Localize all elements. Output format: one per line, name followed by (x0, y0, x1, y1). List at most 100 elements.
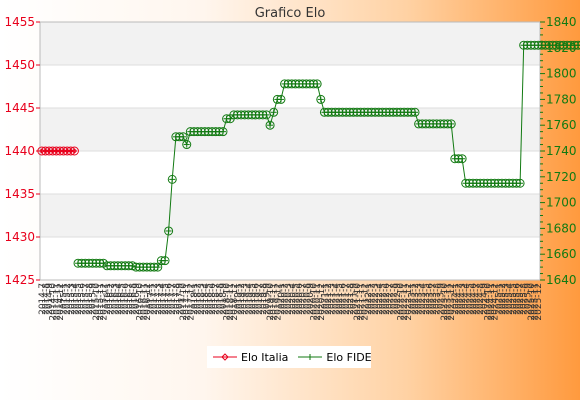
x-tick-label: 2023-4 (418, 283, 428, 315)
x-tick-label: 2021-12 (360, 283, 370, 321)
x-tick-label: 2025-4 (505, 283, 515, 315)
point-marker (51, 146, 61, 156)
x-tick-label: 2014-11 (52, 283, 62, 321)
legend-item-elo-fide: Elo FIDE (298, 350, 372, 364)
x-tick-label: 2025-12 (534, 283, 544, 321)
x-tick-label: 2016-4 (114, 283, 124, 315)
x-tick-label: 2017-3 (154, 283, 164, 315)
x-tick-label: 2019-6 (252, 283, 262, 315)
x-tick-label: 2019-4 (244, 283, 254, 315)
point-marker (573, 40, 580, 50)
x-tick-label: 2024-8 (476, 283, 486, 315)
point-marker (164, 226, 174, 236)
data-point-elo-fide (167, 174, 177, 184)
y-right-tick-label: 1760 (546, 118, 577, 132)
x-tick-label: 2025-3 (502, 283, 512, 315)
x-tick-label: 2014-7 (38, 283, 48, 315)
data-point-elo-fide (178, 132, 188, 142)
x-tick-label: 2014-9 (45, 283, 55, 315)
legend-swatch-elo-fide (298, 354, 323, 360)
x-tick-label: 2015-6 (78, 283, 88, 315)
x-tick-label: 2021-9 (349, 283, 359, 315)
data-point-elo-fide (410, 107, 420, 117)
point-marker (269, 107, 279, 117)
x-tick-label: 2018-11 (226, 283, 236, 321)
x-tick-label: 2016-3 (110, 283, 120, 315)
x-tick-label: 2020-1 (277, 283, 287, 315)
x-tick-label: 2018-8 (215, 283, 225, 315)
x-tick-label: 2023-7 (429, 283, 439, 315)
x-tick-label: 2021-5 (335, 283, 345, 315)
x-tick-label: 2015-12 (99, 283, 109, 321)
x-tick-label: 2023-3 (415, 283, 425, 315)
point-marker (44, 146, 54, 156)
x-tick-label: 2022-1 (364, 283, 374, 315)
y-left-tick-label: 1430 (4, 230, 35, 244)
x-tick-label: 2023-8 (433, 283, 443, 315)
x-tick-label: 2015-5 (74, 283, 84, 315)
x-tick-label: 2023-1 (407, 283, 417, 315)
x-tick-label: 2020-11 (313, 283, 323, 321)
x-tick-label: 2021-10 (353, 283, 363, 321)
x-tick-label: 2024-9 (480, 283, 490, 315)
x-tick-label: 2019-3 (241, 283, 251, 315)
y-right-tick-label: 1820 (546, 41, 577, 55)
point-marker (167, 174, 177, 184)
x-tick-label: 2024-3 (458, 283, 468, 315)
x-tick-label: 2016-2 (107, 283, 117, 315)
x-tick-label: 2024-4 (462, 283, 472, 315)
x-tick-label: 2017-7 (168, 283, 178, 315)
y-right-tick-label: 1660 (546, 247, 577, 261)
x-tick-label: 2024-6 (469, 283, 479, 315)
x-tick-label: 2018-9 (219, 283, 229, 315)
data-point-elo-fide (269, 107, 279, 117)
x-tick-label: 2018-5 (204, 283, 214, 315)
x-tick-label: 2016-12 (143, 283, 153, 321)
x-tick-label: 2020-4 (288, 283, 298, 315)
point-marker (69, 146, 79, 156)
legend-label-elo-italia: Elo Italia (241, 350, 289, 364)
point-marker (276, 94, 286, 104)
x-tick-label: 2020-3 (284, 283, 294, 315)
x-tick-label: 2024-12 (491, 283, 501, 321)
x-tick-label: 2018-2 (194, 283, 204, 315)
data-point-elo-fide (164, 226, 174, 236)
x-tick-label: 2022-8 (389, 283, 399, 315)
x-tick-label: 2020-5 (291, 283, 301, 315)
x-tick-label: 2024-10 (483, 283, 493, 321)
point-marker (37, 146, 47, 156)
x-tick-label: 2017-6 (165, 283, 175, 315)
point-marker (446, 119, 456, 129)
x-tick-label: 2017-2 (150, 283, 160, 315)
x-tick-label: 2022-6 (382, 283, 392, 315)
x-tick-label: 2025-10 (527, 283, 537, 321)
x-tick-label: 2015-11 (96, 283, 106, 321)
x-tick-label: 2018-1 (190, 283, 200, 315)
x-tick-label: 2019-9 (262, 283, 272, 315)
x-tick-label: 2020-9 (306, 283, 316, 315)
x-tick-label: 2019-10 (266, 283, 276, 321)
x-tick-label: 2015-7 (81, 283, 91, 315)
y-right-tick-label: 1740 (546, 144, 577, 158)
x-tick-label: 2022-2 (368, 283, 378, 315)
data-point-elo-fide (446, 119, 456, 129)
y-right-tick-label: 1780 (546, 92, 577, 106)
x-tick-label: 2024-2 (454, 283, 464, 315)
point-marker (182, 140, 192, 150)
y-left-tick-label: 1425 (4, 273, 35, 287)
x-tick-label: 2017-9 (175, 283, 185, 315)
x-tick-label: 2021-4 (331, 283, 341, 315)
x-tick-label: 2022-3 (371, 283, 381, 315)
data-point-elo-fide (457, 154, 467, 164)
point-marker (218, 127, 228, 137)
x-tick-label: 2018-4 (201, 283, 211, 315)
x-tick-label: 2022-10 (397, 283, 407, 321)
x-tick-label: 2025-2 (498, 283, 508, 315)
x-tick-label: 2022-9 (393, 283, 403, 315)
x-tick-label: 2024-11 (487, 283, 497, 321)
x-tick-label: 2019-1 (233, 283, 243, 315)
legend-item-elo-italia: Elo Italia (213, 351, 288, 364)
legend-label-elo-fide: Elo FIDE (326, 350, 372, 364)
data-point-elo-fide (276, 94, 286, 104)
y-left-tick-label: 1440 (4, 144, 35, 158)
